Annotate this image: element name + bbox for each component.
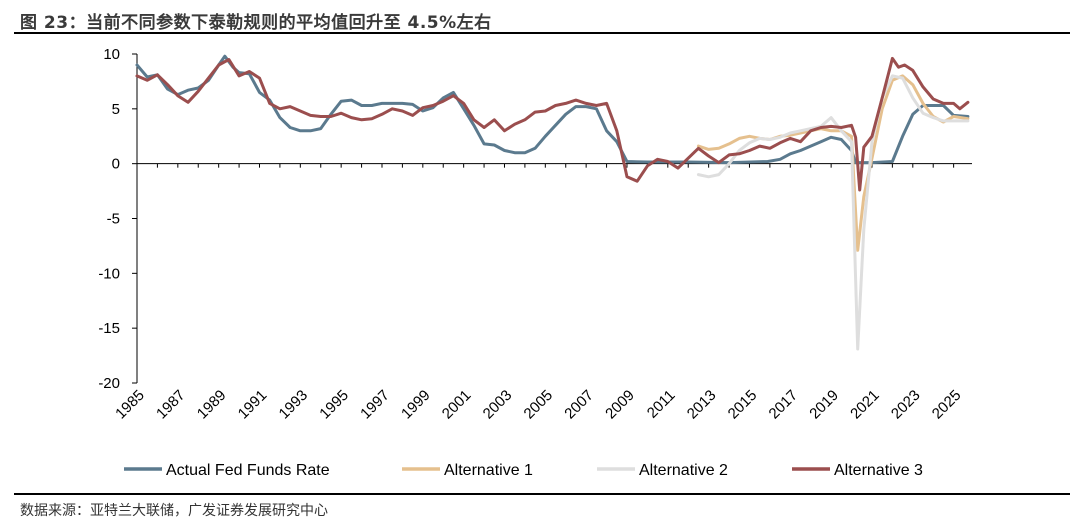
y-axis: 10 5 0 -5 -10 -15 -20: [98, 46, 138, 392]
x-tick-label: 1985: [112, 387, 148, 423]
top-rule: [14, 32, 1070, 34]
chart-title: 图 23：当前不同参数下泰勒规则的平均值回升至 4.5%左右: [20, 13, 492, 33]
x-tick-label: 2001: [439, 387, 475, 423]
series-line-1: [135, 54, 970, 165]
x-tick-label: 2015: [725, 387, 761, 423]
series-line-2: [696, 74, 970, 252]
y-tick-label: 5: [112, 101, 120, 118]
title-row: 图 23：当前不同参数下泰勒规则的平均值回升至 4.5%左右: [20, 8, 1070, 34]
x-tick-label: 2025: [929, 387, 965, 423]
x-tick-label: 1995: [316, 387, 352, 423]
x-tick-label: 2009: [602, 387, 638, 423]
x-axis: 1985 1987 1989 1991 1993 1995 1997 1999 2001 2003…: [112, 163, 972, 423]
x-tick-label: 1999: [398, 387, 434, 423]
x-tick-label: 1987: [153, 387, 189, 423]
legend-label-3: Alternative 2: [639, 462, 728, 479]
y-tick-label: 0: [112, 156, 120, 173]
x-tick-label: 2003: [480, 387, 516, 423]
x-tick-label: 2007: [561, 387, 597, 423]
x-tick-label: 1997: [357, 387, 393, 423]
bottom-rule: [14, 493, 1070, 495]
x-tick-label: 2005: [521, 387, 557, 423]
y-tick-label: -5: [107, 211, 120, 228]
x-tick-label: 2021: [847, 387, 883, 423]
series-line-4: [135, 56, 970, 192]
legend-label-2: Alternative 1: [444, 462, 533, 479]
series-line-3: [696, 74, 970, 351]
legend-label-1: Actual Fed Funds Rate: [166, 462, 330, 479]
y-tick-label: -20: [98, 375, 120, 392]
x-tick-label: 1989: [194, 387, 230, 423]
legend: Actual Fed Funds Rate Alternative 1 Altern…: [124, 462, 923, 479]
y-tick-label: -10: [98, 265, 120, 282]
series-lines: [135, 54, 970, 351]
x-tick-label: 1991: [235, 387, 271, 423]
line-chart: 10 5 0 -5 -10 -15 -20 1985 1987 1989 1991 1993 1995…: [98, 46, 972, 479]
x-tick-label: 2023: [888, 387, 924, 423]
x-tick-label: 2011: [644, 387, 679, 422]
x-tick-label: 2017: [766, 387, 802, 423]
x-tick-label: 1993: [276, 387, 312, 423]
x-tick-label: 2019: [806, 387, 842, 423]
source-note: 数据来源：亚特兰大联储，广发证券发展研究中心: [20, 503, 328, 519]
x-tick-label: 2013: [684, 387, 720, 423]
y-tick-label: -15: [98, 320, 120, 337]
legend-label-4: Alternative 3: [834, 462, 923, 479]
y-tick-label: 10: [103, 46, 120, 63]
